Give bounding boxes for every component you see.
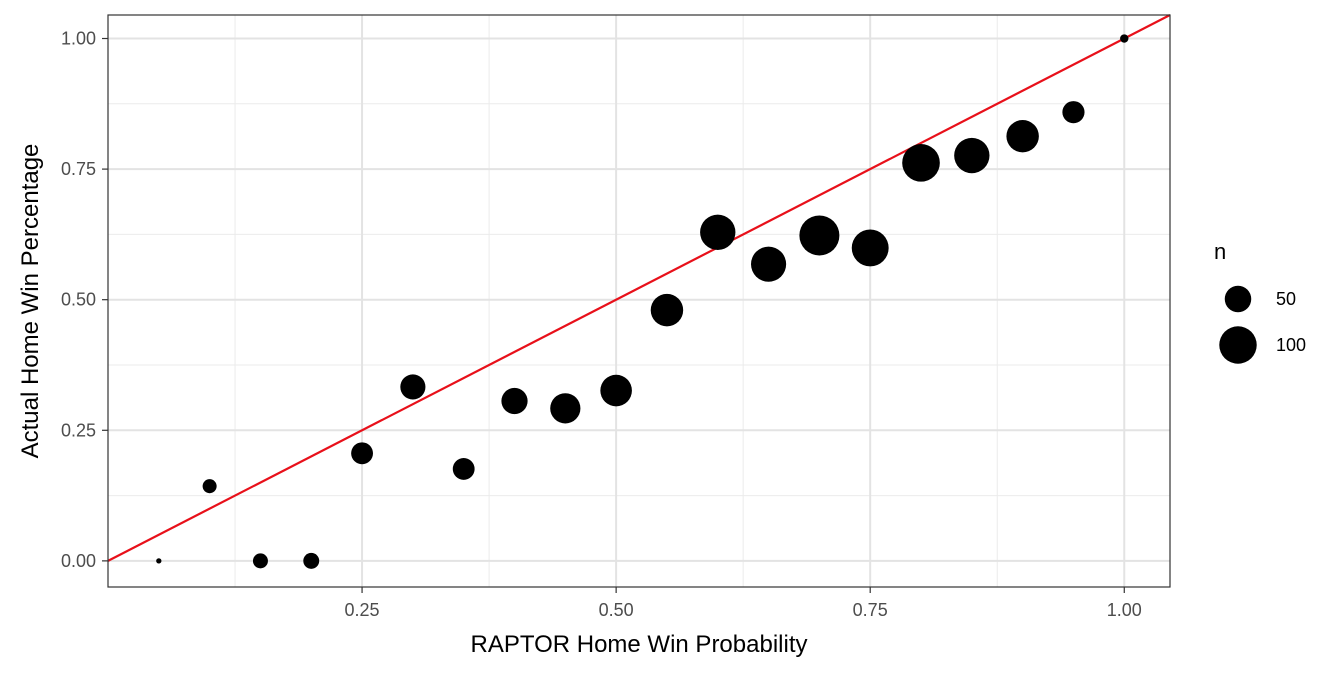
major-gridlines	[108, 15, 1170, 587]
data-point	[1062, 101, 1085, 124]
data-point	[954, 137, 990, 174]
y-axis-ticks: 0.00 0.25 0.50 0.75 1.00	[61, 29, 108, 571]
data-point	[156, 558, 162, 564]
y-tick-label: 0.25	[61, 420, 96, 440]
legend-title: n	[1214, 239, 1226, 264]
legend-label-50: 50	[1276, 289, 1296, 309]
data-point	[550, 393, 581, 424]
data-point	[452, 458, 475, 480]
x-axis-ticks: 0.25 0.50 0.75 1.00	[345, 587, 1142, 620]
minor-gridlines	[108, 15, 1170, 587]
x-tick-label: 0.75	[853, 600, 888, 620]
data-point	[303, 552, 320, 569]
y-axis-title: Actual Home Win Percentage	[17, 144, 44, 459]
panel-border	[107, 14, 1171, 588]
data-point	[202, 479, 217, 494]
x-axis-title: RAPTOR Home Win Probability	[471, 631, 808, 658]
data-point	[252, 553, 268, 569]
data-point	[650, 293, 684, 327]
data-point	[902, 144, 940, 182]
y-tick-label: 0.75	[61, 159, 96, 179]
legend-key-50	[1224, 285, 1252, 313]
data-point	[1120, 34, 1129, 43]
data-point	[751, 246, 787, 282]
y-tick-label: 1.00	[61, 29, 96, 49]
x-tick-label: 0.50	[599, 600, 634, 620]
points-layer	[156, 34, 1129, 569]
y-tick-label: 0.50	[61, 290, 96, 310]
data-point	[799, 215, 840, 256]
data-point	[501, 387, 528, 415]
x-tick-label: 1.00	[1107, 600, 1142, 620]
reference-line	[107, 14, 1171, 562]
legend-label-100: 100	[1276, 335, 1306, 355]
reference-line-layer	[107, 14, 1171, 562]
data-point	[700, 214, 736, 250]
data-point	[600, 374, 632, 407]
legend: n 50 100	[1214, 239, 1306, 364]
legend-key-100	[1219, 326, 1257, 364]
x-tick-label: 0.25	[345, 600, 380, 620]
data-point	[400, 374, 426, 400]
data-point	[851, 229, 889, 267]
data-point	[1006, 119, 1039, 153]
y-tick-label: 0.00	[61, 551, 96, 571]
data-point	[351, 442, 373, 465]
